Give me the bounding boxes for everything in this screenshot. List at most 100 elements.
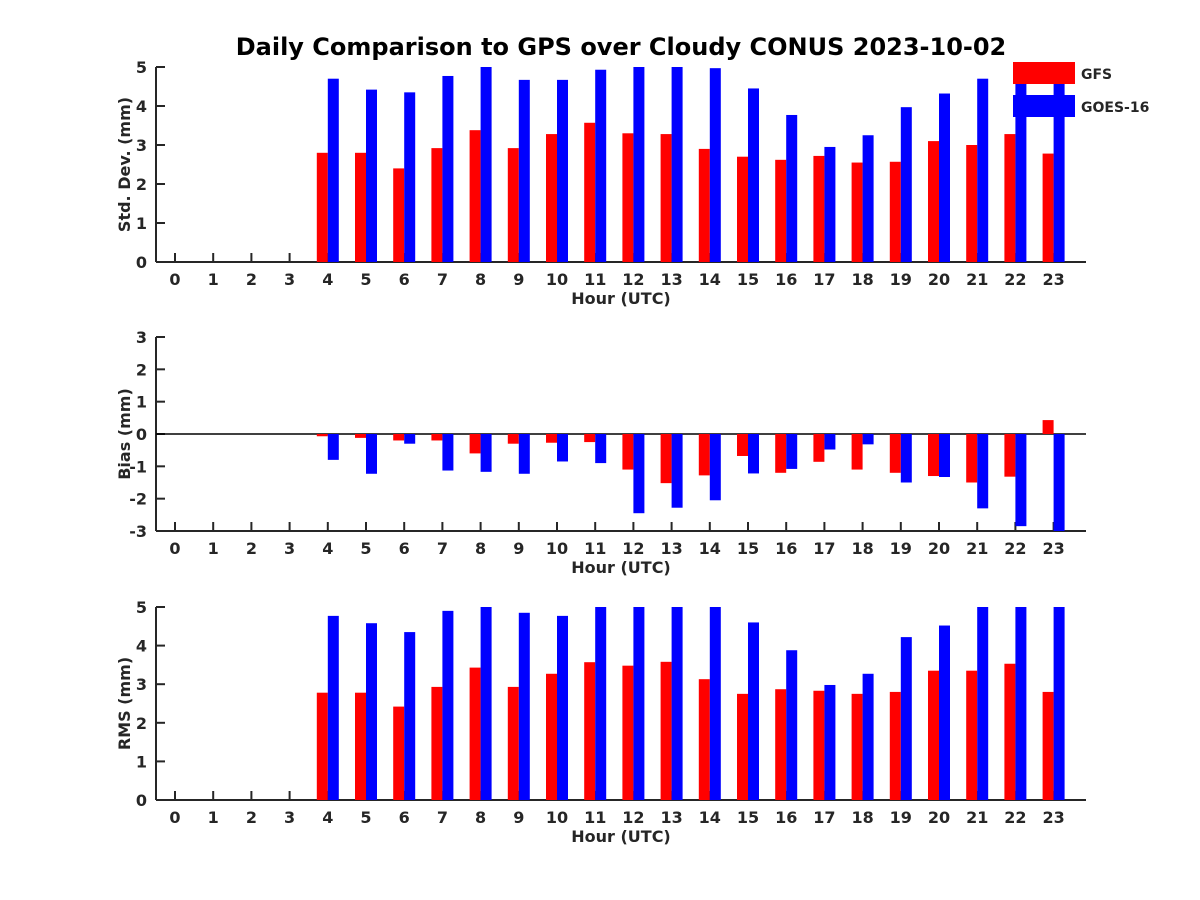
rms-bar-goes16-5 bbox=[366, 623, 377, 800]
std-bar-goes16-5 bbox=[366, 89, 377, 263]
bias-bar-gfs-9 bbox=[507, 434, 519, 444]
std-y-tick-label: 1 bbox=[136, 214, 147, 233]
rms-x-tick-label: 22 bbox=[1004, 808, 1026, 827]
std-x-tick-label: 19 bbox=[890, 270, 912, 289]
bias-bar-gfs-6 bbox=[393, 434, 405, 441]
bias-x-tick-label: 0 bbox=[169, 539, 180, 558]
bias-bar-goes16-23 bbox=[1053, 434, 1065, 531]
rms-x-tick-label: 20 bbox=[928, 808, 950, 827]
std-bar-goes16-19 bbox=[900, 107, 912, 262]
bias-y-tick-label: 1 bbox=[136, 393, 147, 412]
std-x-tick-label: 9 bbox=[513, 270, 524, 289]
bias-x-tick-label: 20 bbox=[928, 539, 950, 558]
std-bar-gfs-16 bbox=[775, 159, 787, 262]
std-bar-gfs-15 bbox=[737, 156, 748, 262]
std-bar-gfs-18 bbox=[851, 162, 863, 262]
legend-swatch-goes16 bbox=[1013, 95, 1075, 117]
rms-y-tick-label: 1 bbox=[136, 752, 147, 771]
bias-bar-gfs-4 bbox=[316, 434, 328, 437]
rms-y-axis-label: RMS (mm) bbox=[115, 657, 134, 750]
rms-x-tick-label: 8 bbox=[475, 808, 486, 827]
rms-x-tick-label: 12 bbox=[622, 808, 644, 827]
bias-bar-gfs-14 bbox=[698, 434, 710, 476]
std-bar-goes16-16 bbox=[786, 114, 798, 262]
bias-bar-goes16-6 bbox=[404, 434, 416, 444]
std-bar-gfs-19 bbox=[889, 161, 901, 262]
std-x-tick-label: 12 bbox=[622, 270, 644, 289]
bias-bar-goes16-20 bbox=[939, 434, 950, 478]
rms-x-tick-label: 4 bbox=[322, 808, 333, 827]
bias-bar-goes16-18 bbox=[862, 434, 874, 445]
std-bar-goes16-15 bbox=[748, 88, 759, 262]
rms-bar-goes16-8 bbox=[480, 607, 492, 800]
bias-x-tick-label: 16 bbox=[775, 539, 797, 558]
chart-title: Daily Comparison to GPS over Cloudy CONU… bbox=[236, 33, 1007, 61]
bias-x-tick-label: 19 bbox=[890, 539, 912, 558]
bias-y-tick-label: -1 bbox=[129, 457, 147, 476]
bias-bar-gfs-11 bbox=[584, 434, 596, 443]
rms-bar-goes16-20 bbox=[939, 625, 950, 800]
bias-x-tick-label: 11 bbox=[584, 539, 606, 558]
rms-y-tick-label: 5 bbox=[136, 598, 147, 617]
bias-x-tick-label: 2 bbox=[246, 539, 257, 558]
std-x-tick-label: 8 bbox=[475, 270, 486, 289]
rms-x-tick-label: 16 bbox=[775, 808, 797, 827]
rms-bar-gfs-6 bbox=[393, 706, 405, 800]
rms-bar-gfs-19 bbox=[889, 691, 901, 800]
std-bar-goes16-7 bbox=[442, 75, 454, 262]
rms-x-tick-label: 21 bbox=[966, 808, 988, 827]
rms-y-tick-label: 3 bbox=[136, 675, 147, 694]
std-x-tick-label: 20 bbox=[928, 270, 950, 289]
bias-x-tick-label: 6 bbox=[399, 539, 410, 558]
std-bar-goes16-22 bbox=[1015, 67, 1027, 262]
bias-x-tick-label: 9 bbox=[513, 539, 524, 558]
std-x-tick-label: 21 bbox=[966, 270, 988, 289]
rms-bar-goes16-10 bbox=[557, 615, 568, 800]
rms-bar-gfs-14 bbox=[698, 679, 710, 800]
rms-x-axis-label: Hour (UTC) bbox=[571, 827, 671, 846]
std-bar-gfs-21 bbox=[966, 145, 978, 262]
bias-bar-gfs-13 bbox=[660, 434, 672, 484]
std-y-tick-label: 0 bbox=[136, 253, 147, 272]
legend-label-gfs: GFS bbox=[1081, 67, 1112, 83]
bias-bar-goes16-14 bbox=[709, 434, 721, 501]
rms-bar-goes16-14 bbox=[709, 607, 721, 800]
rms-x-tick-label: 13 bbox=[660, 808, 682, 827]
bias-y-tick-label: 3 bbox=[136, 328, 147, 347]
rms-bar-gfs-23 bbox=[1042, 691, 1054, 800]
rms-bar-goes16-19 bbox=[900, 637, 912, 800]
std-bar-gfs-23 bbox=[1042, 153, 1054, 262]
bias-y-tick-label: -2 bbox=[129, 490, 147, 509]
rms-x-tick-label: 14 bbox=[699, 808, 721, 827]
std-bar-goes16-11 bbox=[595, 69, 607, 262]
std-x-tick-label: 15 bbox=[737, 270, 759, 289]
std-y-tick-label: 4 bbox=[136, 97, 147, 116]
std-bar-goes16-9 bbox=[518, 79, 530, 263]
bias-bar-goes16-17 bbox=[824, 434, 836, 450]
rms-bar-goes16-15 bbox=[748, 622, 759, 800]
bias-y-tick-label: 0 bbox=[136, 425, 147, 444]
std-x-tick-label: 1 bbox=[208, 270, 219, 289]
rms-bar-goes16-9 bbox=[518, 612, 530, 800]
rms-bar-goes16-16 bbox=[786, 650, 798, 800]
bias-bar-gfs-17 bbox=[813, 434, 825, 462]
std-y-tick-label: 2 bbox=[136, 175, 147, 194]
rms-x-tick-label: 3 bbox=[284, 808, 295, 827]
bias-bar-goes16-13 bbox=[671, 434, 683, 508]
bias-bar-gfs-12 bbox=[622, 434, 634, 470]
bias-bar-goes16-7 bbox=[442, 434, 454, 471]
std-bar-gfs-17 bbox=[813, 155, 825, 262]
rms-x-tick-label: 2 bbox=[246, 808, 257, 827]
bias-x-tick-label: 7 bbox=[437, 539, 448, 558]
std-bar-gfs-22 bbox=[1004, 134, 1016, 262]
std-bar-gfs-11 bbox=[584, 122, 596, 263]
std-y-tick-label: 5 bbox=[136, 58, 147, 77]
std-x-tick-label: 14 bbox=[699, 270, 721, 289]
rms-x-tick-label: 23 bbox=[1042, 808, 1064, 827]
bias-x-tick-label: 23 bbox=[1042, 539, 1064, 558]
bias-bar-gfs-19 bbox=[889, 434, 901, 473]
bias-x-tick-label: 1 bbox=[208, 539, 219, 558]
legend-swatch-gfs bbox=[1013, 62, 1075, 84]
std-y-axis-label: Std. Dev. (mm) bbox=[115, 97, 134, 232]
